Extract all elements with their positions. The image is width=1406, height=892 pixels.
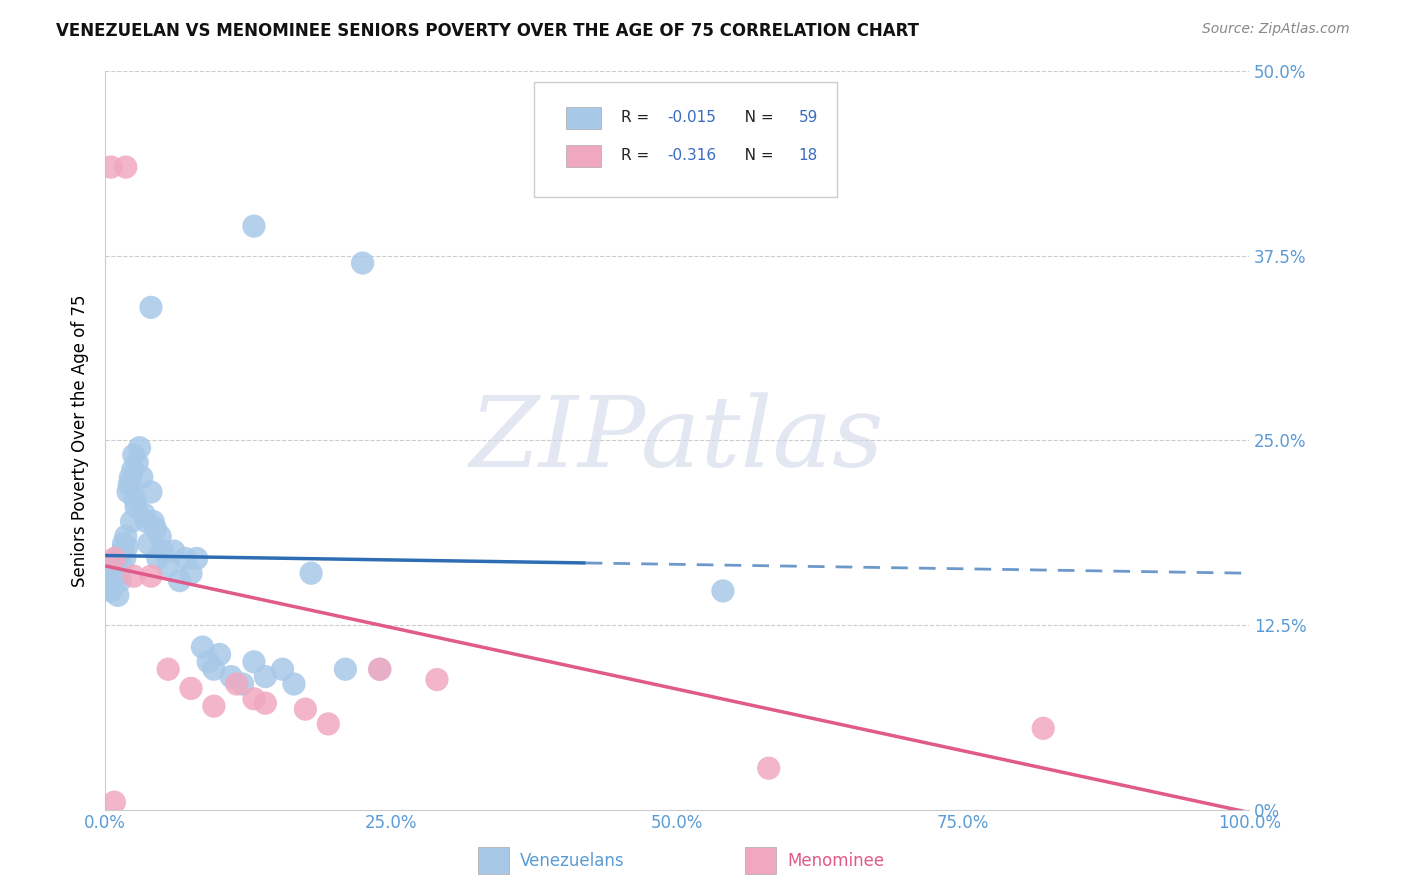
Point bbox=[191, 640, 214, 654]
Text: -0.015: -0.015 bbox=[666, 110, 716, 125]
Point bbox=[100, 583, 122, 598]
Point bbox=[128, 441, 150, 455]
Point bbox=[108, 566, 131, 581]
Point bbox=[202, 662, 225, 676]
Point bbox=[186, 551, 208, 566]
Point bbox=[139, 569, 162, 583]
Point bbox=[174, 551, 197, 566]
Point bbox=[243, 691, 266, 706]
Point bbox=[138, 537, 160, 551]
Point bbox=[157, 558, 180, 573]
Point bbox=[225, 677, 247, 691]
Point bbox=[219, 670, 242, 684]
Text: VENEZUELAN VS MENOMINEE SENIORS POVERTY OVER THE AGE OF 75 CORRELATION CHART: VENEZUELAN VS MENOMINEE SENIORS POVERTY … bbox=[56, 22, 920, 40]
Point bbox=[114, 160, 136, 174]
Point bbox=[758, 761, 780, 775]
Point bbox=[208, 648, 231, 662]
Text: Menominee: Menominee bbox=[787, 852, 884, 870]
Point bbox=[294, 702, 316, 716]
Point bbox=[231, 677, 253, 691]
Point bbox=[1032, 721, 1054, 735]
Point bbox=[142, 515, 165, 529]
Point bbox=[426, 673, 449, 687]
Text: N =: N = bbox=[730, 148, 779, 163]
Point bbox=[299, 566, 322, 581]
Point bbox=[110, 558, 132, 573]
Point bbox=[114, 529, 136, 543]
Point bbox=[114, 551, 136, 566]
Point bbox=[145, 522, 167, 536]
Point bbox=[121, 463, 143, 477]
Point bbox=[711, 583, 734, 598]
Point bbox=[335, 662, 357, 676]
Point bbox=[368, 662, 391, 676]
Point bbox=[105, 551, 128, 566]
Text: 18: 18 bbox=[799, 148, 818, 163]
Point bbox=[180, 681, 202, 696]
Point bbox=[254, 696, 277, 710]
Point bbox=[107, 588, 129, 602]
Point bbox=[104, 558, 127, 573]
Y-axis label: Seniors Poverty Over the Age of 75: Seniors Poverty Over the Age of 75 bbox=[72, 294, 89, 587]
Point bbox=[169, 574, 191, 588]
Point bbox=[125, 500, 148, 514]
Point bbox=[316, 717, 339, 731]
Point bbox=[103, 566, 125, 581]
Point bbox=[103, 551, 125, 566]
Point bbox=[131, 470, 153, 484]
Point bbox=[254, 670, 277, 684]
FancyBboxPatch shape bbox=[567, 106, 600, 128]
Text: Venezuelans: Venezuelans bbox=[520, 852, 624, 870]
Point bbox=[283, 677, 305, 691]
Point bbox=[118, 477, 141, 491]
Point bbox=[122, 448, 145, 462]
Point bbox=[271, 662, 294, 676]
Point bbox=[103, 795, 125, 809]
Point bbox=[124, 492, 146, 507]
Point bbox=[352, 256, 374, 270]
FancyBboxPatch shape bbox=[534, 82, 838, 196]
Point bbox=[202, 699, 225, 714]
Text: R =: R = bbox=[621, 110, 654, 125]
Point bbox=[152, 544, 174, 558]
Point bbox=[108, 574, 131, 588]
Text: R =: R = bbox=[621, 148, 654, 163]
Point bbox=[180, 566, 202, 581]
Point bbox=[135, 515, 157, 529]
Point bbox=[112, 537, 135, 551]
Point bbox=[139, 301, 162, 315]
Point bbox=[101, 581, 124, 595]
Text: -0.316: -0.316 bbox=[666, 148, 716, 163]
Point bbox=[122, 569, 145, 583]
Point bbox=[243, 219, 266, 234]
Point bbox=[146, 551, 169, 566]
Point bbox=[111, 544, 134, 558]
Point bbox=[157, 662, 180, 676]
Point bbox=[100, 160, 122, 174]
Point bbox=[120, 470, 142, 484]
FancyBboxPatch shape bbox=[567, 145, 600, 167]
Point bbox=[127, 455, 149, 469]
Point bbox=[197, 655, 219, 669]
Text: ZIPatlas: ZIPatlas bbox=[470, 392, 884, 488]
Point bbox=[97, 574, 120, 588]
Point bbox=[121, 515, 143, 529]
Text: N =: N = bbox=[730, 110, 779, 125]
Point bbox=[115, 540, 138, 554]
Point bbox=[132, 507, 155, 521]
Point bbox=[149, 529, 172, 543]
Point bbox=[139, 485, 162, 500]
Text: Source: ZipAtlas.com: Source: ZipAtlas.com bbox=[1202, 22, 1350, 37]
Point bbox=[105, 569, 128, 583]
Point bbox=[243, 655, 266, 669]
Point bbox=[368, 662, 391, 676]
Point bbox=[163, 544, 186, 558]
Point bbox=[117, 485, 139, 500]
Text: 59: 59 bbox=[799, 110, 818, 125]
